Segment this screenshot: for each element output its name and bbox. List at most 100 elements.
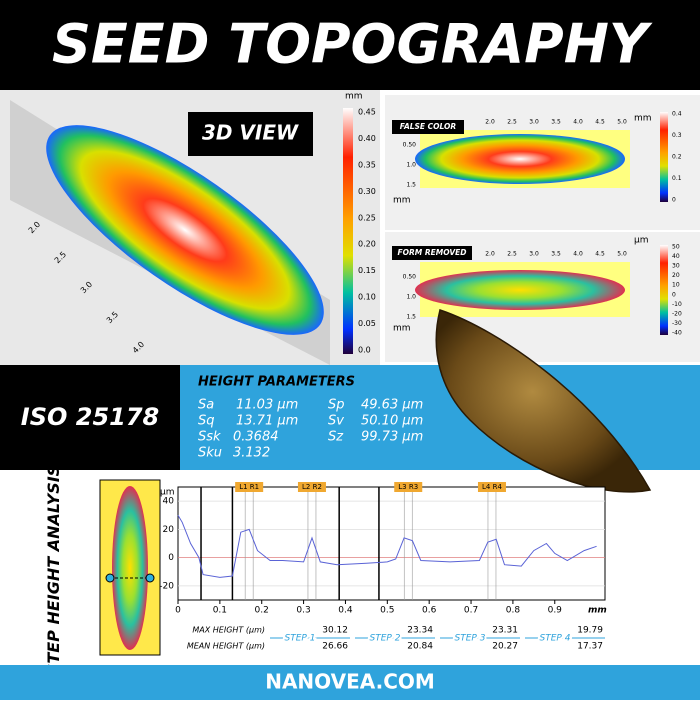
marker-box — [394, 482, 423, 492]
step-label: STEP 3 — [455, 634, 486, 644]
x-tick: 3.5 — [551, 119, 561, 126]
parameters-title: HEIGHT PARAMETERS — [198, 375, 355, 390]
colorbar — [660, 245, 668, 335]
x-tick-label: 0.9 — [548, 606, 563, 616]
x-tick: 2.5 — [507, 251, 517, 258]
x-tick-label: 0.8 — [506, 606, 521, 616]
y-tick-label: 20 — [163, 525, 175, 535]
x-tick: 3.0 — [529, 119, 539, 126]
marker-label: L4 R4 — [482, 483, 502, 491]
colorbar-tick: 0.45 — [358, 108, 376, 117]
x-tick-label: 0.7 — [464, 606, 478, 616]
y-tick: 1.5 — [406, 182, 416, 189]
param-name: Sq — [198, 414, 215, 429]
colorbar-tick: 0.25 — [358, 213, 376, 222]
colorbar-tick: 40 — [672, 253, 680, 260]
profile-end — [105, 573, 115, 583]
footer — [0, 665, 700, 700]
colorbar-tick: 10 — [672, 282, 680, 289]
param-name: Ssk — [198, 430, 221, 445]
x-tick-label: 0.4 — [338, 606, 353, 616]
label-box — [392, 246, 472, 260]
marker-label: L2 R2 — [302, 483, 322, 491]
colorbar — [660, 112, 668, 202]
colorbar-tick: 0.40 — [358, 134, 376, 143]
x-tick: 2.0 — [485, 119, 495, 126]
y-tick: 1.0 — [406, 162, 416, 169]
seed-3d — [46, 125, 324, 335]
max-value: 23.31 — [492, 626, 518, 636]
x-tick-label: 0.5 — [380, 606, 394, 616]
x-tick: 4.0 — [573, 119, 583, 126]
x-tick: 2.5 — [507, 119, 517, 126]
param-value: 11.03 µm — [236, 398, 298, 413]
profile-end — [145, 573, 155, 583]
seed-form-removed — [415, 270, 625, 310]
label-box — [188, 112, 313, 156]
unit: µm — [634, 236, 649, 246]
x-tick: 2.0 — [485, 251, 495, 258]
param-name: Sv — [328, 414, 344, 429]
param-name: Sku — [198, 446, 222, 461]
y-tick-label: -20 — [159, 581, 174, 591]
param-name: Sa — [198, 398, 214, 413]
step-title: STEP HEIGHT ANALYSIS — [44, 465, 63, 675]
x-tick-label: 0.3 — [296, 606, 310, 616]
colorbar-tick: 0 — [672, 197, 676, 204]
colorbar-tick: 0.0 — [358, 346, 371, 355]
mean-value: 20.84 — [407, 642, 433, 652]
unit: mm — [634, 114, 652, 124]
colorbar-tick: 50 — [672, 244, 680, 251]
colorbar-tick: 0.20 — [358, 240, 376, 249]
step-title-text: STEP HEIGHT ANALYSIS — [44, 465, 63, 675]
colorbar-tick: 0.30 — [358, 187, 376, 196]
param-value: 13.71 µm — [236, 414, 298, 429]
step-label: STEP 1 — [285, 634, 316, 644]
label-box — [392, 120, 464, 134]
colorbar-tick: 0.3 — [672, 132, 682, 139]
x-tick: 3.5 — [551, 251, 561, 258]
x-tick-label: 0.6 — [422, 606, 437, 616]
max-value: 23.34 — [407, 626, 433, 636]
marker-label: L1 R1 — [239, 483, 259, 491]
y-tick: 1.0 — [406, 294, 416, 301]
marker-box — [297, 482, 326, 492]
param-name: Sp — [328, 398, 345, 413]
x-unit: mm — [393, 324, 411, 334]
row-label: MEAN HEIGHT (µm) — [187, 642, 265, 651]
y-tick-label: 40 — [163, 497, 175, 507]
x-unit: mm — [588, 606, 607, 616]
x-tick-label: 0.2 — [255, 606, 269, 616]
y-unit: µm — [160, 488, 175, 498]
x-tick-label: 0 — [175, 606, 181, 616]
colorbar-tick: -10 — [672, 301, 682, 308]
view-3d-label: 3D VIEW — [202, 121, 299, 145]
param-value: 99.73 µm — [361, 430, 423, 445]
seed-false-color — [415, 134, 625, 184]
max-value: 19.79 — [577, 626, 603, 636]
max-value: 30.12 — [322, 626, 348, 636]
iso-label: ISO 25178 — [21, 403, 159, 431]
colorbar-tick: 0.10 — [358, 293, 376, 302]
colorbar — [343, 108, 353, 354]
param-value: 3.132 — [233, 446, 270, 461]
colorbar-tick: 30 — [672, 263, 680, 270]
y-tick: 0.50 — [403, 274, 417, 281]
y-tick-label: 0 — [168, 553, 174, 563]
colorbar-tick: -20 — [672, 310, 682, 317]
mean-value: 20.27 — [492, 642, 518, 652]
colorbar-tick: 0.1 — [672, 175, 682, 182]
colorbar-tick: 0 — [672, 291, 676, 298]
step-label: STEP 4 — [540, 634, 571, 644]
colorbar-tick: 0.2 — [672, 154, 682, 161]
param-name: Sz — [328, 430, 344, 445]
x-tick-label: 0.1 — [213, 606, 227, 616]
false-color-label: FALSE COLOR — [400, 122, 457, 131]
x-unit: mm — [393, 196, 411, 206]
mean-value: 26.66 — [322, 642, 348, 652]
marker-box — [235, 482, 264, 492]
footer-text: NANOVEA.COM — [265, 670, 435, 694]
x-tick: 5.0 — [617, 251, 627, 258]
colorbar-tick: -40 — [672, 330, 682, 337]
